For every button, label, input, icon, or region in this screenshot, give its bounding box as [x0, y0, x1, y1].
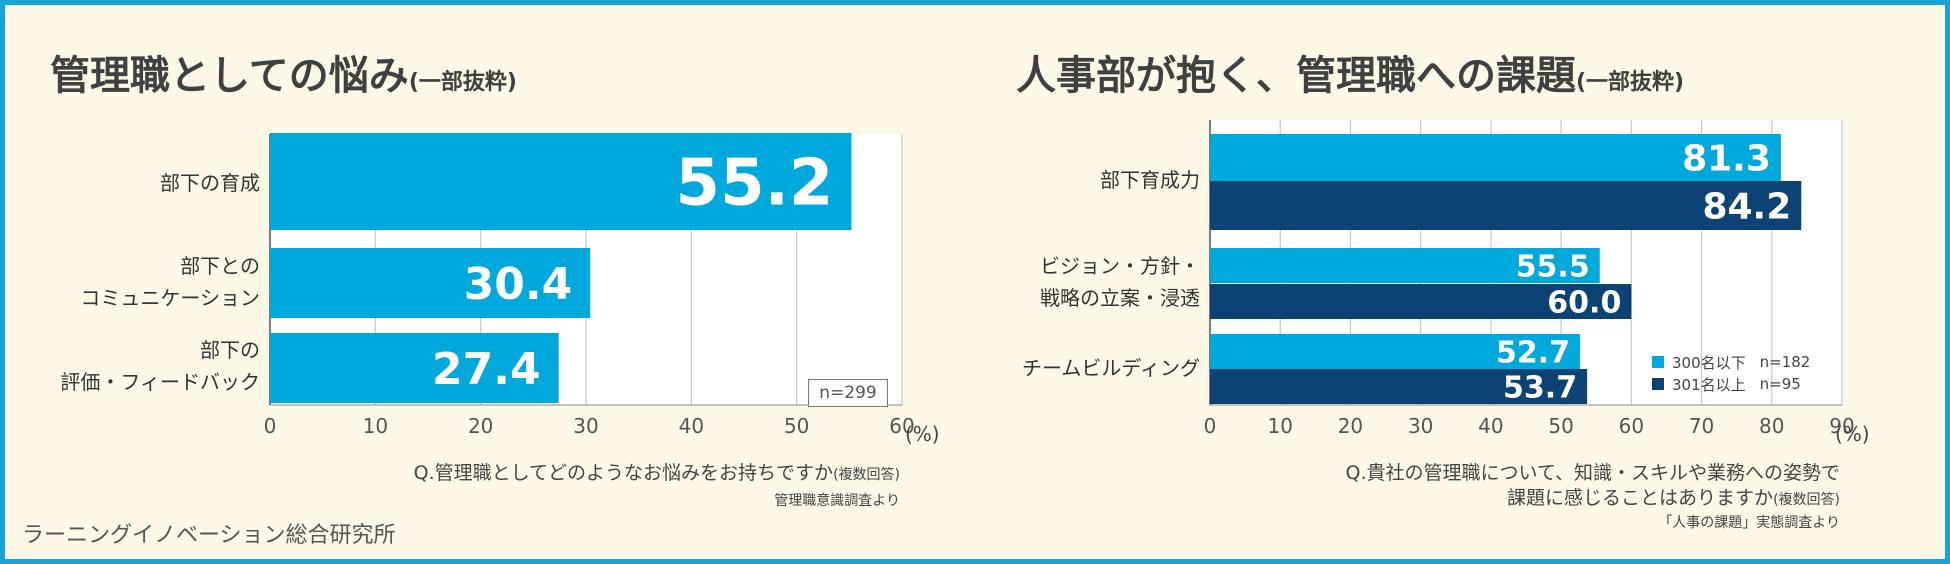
- left-chart-title: 管理職としての悩み(一部抜粋): [50, 56, 517, 96]
- left-title-text: 管理職としての悩み: [50, 53, 409, 99]
- right-chart-title: 人事部が抱く、管理職への課題(一部抜粋): [1016, 56, 1684, 96]
- left-tick-label-2: 20: [468, 414, 493, 438]
- right-tick-label-4: 40: [1478, 414, 1503, 438]
- legend-swatch-large: [1652, 378, 1664, 390]
- right-tick-label-3: 30: [1408, 414, 1433, 438]
- legend-n-large: n=95: [1759, 375, 1801, 393]
- left-tick-label-3: 30: [573, 414, 598, 438]
- right-bar-3: [1210, 284, 1632, 319]
- right-bar-0: [1210, 134, 1781, 181]
- right-data-label-3: 60.0: [1547, 285, 1621, 320]
- right-tick-label-5: 50: [1548, 414, 1573, 438]
- left-category-label-1: 部下との コミュニケーション: [80, 254, 260, 310]
- left-tick-label-0: 0: [264, 414, 277, 438]
- right-axis-unit: (%): [1835, 422, 1870, 446]
- right-category-label-1: ビジョン・方針・ 戦略の立案・浸透: [1040, 254, 1200, 310]
- left-question-text: Q.管理職としてどのようなお悩みをお持ちですか: [413, 462, 834, 484]
- legend-item-large: 301名以上 n=95: [1652, 373, 1810, 395]
- right-bar-5: [1210, 369, 1588, 404]
- left-title-suffix: (一部抜粋): [408, 70, 517, 95]
- left-category-label-0: 部下の育成: [160, 171, 260, 195]
- left-tick-label-6: 60: [889, 414, 914, 438]
- right-tick-label-8: 80: [1759, 414, 1784, 438]
- left-data-label-1: 30.4: [464, 259, 573, 310]
- left-tick-label-1: 10: [363, 414, 388, 438]
- right-data-label-0: 81.3: [1682, 138, 1771, 179]
- left-data-label-2: 27.4: [432, 344, 541, 395]
- legend-label-small: 300名以下: [1672, 353, 1746, 372]
- left-tick-label-4: 40: [679, 414, 704, 438]
- right-category-label-2: チームビルディング: [1022, 356, 1200, 380]
- right-data-label-2: 55.5: [1516, 249, 1590, 284]
- left-bar-0: [270, 133, 852, 230]
- legend-label-large: 301名以上: [1672, 375, 1746, 394]
- sample-size-box: n=299: [808, 379, 888, 407]
- left-axis-unit: (%): [905, 422, 940, 446]
- right-title-text: 人事部が抱く、管理職への課題: [1016, 53, 1576, 99]
- right-tick-label-2: 20: [1338, 414, 1363, 438]
- organization-footer: ラーニングイノベーション総合研究所: [22, 523, 396, 548]
- right-bar-4: [1210, 334, 1581, 369]
- right-data-label-5: 53.7: [1503, 370, 1577, 405]
- left-category-label-2: 部下の 評価・フィードバック: [60, 338, 260, 394]
- right-tick-label-0: 0: [1204, 414, 1217, 438]
- right-data-label-1: 84.2: [1702, 186, 1791, 227]
- left-bar-1: [270, 248, 591, 318]
- legend-n-small: n=182: [1759, 353, 1811, 371]
- right-question-line1: Q.貴社の管理職について、知識・スキルや業務への姿勢で: [1345, 462, 1840, 484]
- right-question-text: 課題に感じることはありますか: [1507, 487, 1774, 509]
- right-question-line2: 課題に感じることはありますか(複数回答): [1507, 483, 1840, 510]
- right-title-suffix: (一部抜粋): [1576, 70, 1685, 95]
- right-data-label-4: 52.7: [1496, 335, 1570, 370]
- right-tick-label-6: 60: [1619, 414, 1644, 438]
- right-source: 「人事の課題」実態調査より: [1658, 515, 1840, 531]
- left-bar-2: [270, 333, 559, 403]
- legend-item-small: 300名以下 n=182: [1652, 351, 1810, 373]
- right-category-label-0: 部下育成力: [1100, 168, 1200, 192]
- right-bar-2: [1210, 248, 1600, 283]
- right-tick-label-9: 90: [1829, 414, 1854, 438]
- left-question-note: (複数回答): [833, 467, 900, 483]
- left-tick-label-5: 50: [784, 414, 809, 438]
- left-data-label-0: 55.2: [676, 147, 834, 221]
- right-bar-1: [1210, 181, 1802, 230]
- right-tick-label-1: 10: [1267, 414, 1292, 438]
- legend-swatch-small: [1652, 356, 1664, 368]
- right-question-note: (複数回答): [1773, 492, 1840, 508]
- left-source: 管理職意識調査より: [774, 493, 900, 509]
- legend: 300名以下 n=182 301名以上 n=95: [1652, 351, 1810, 395]
- left-question: Q.管理職としてどのようなお悩みをお持ちですか(複数回答): [414, 458, 900, 485]
- right-tick-label-7: 70: [1689, 414, 1714, 438]
